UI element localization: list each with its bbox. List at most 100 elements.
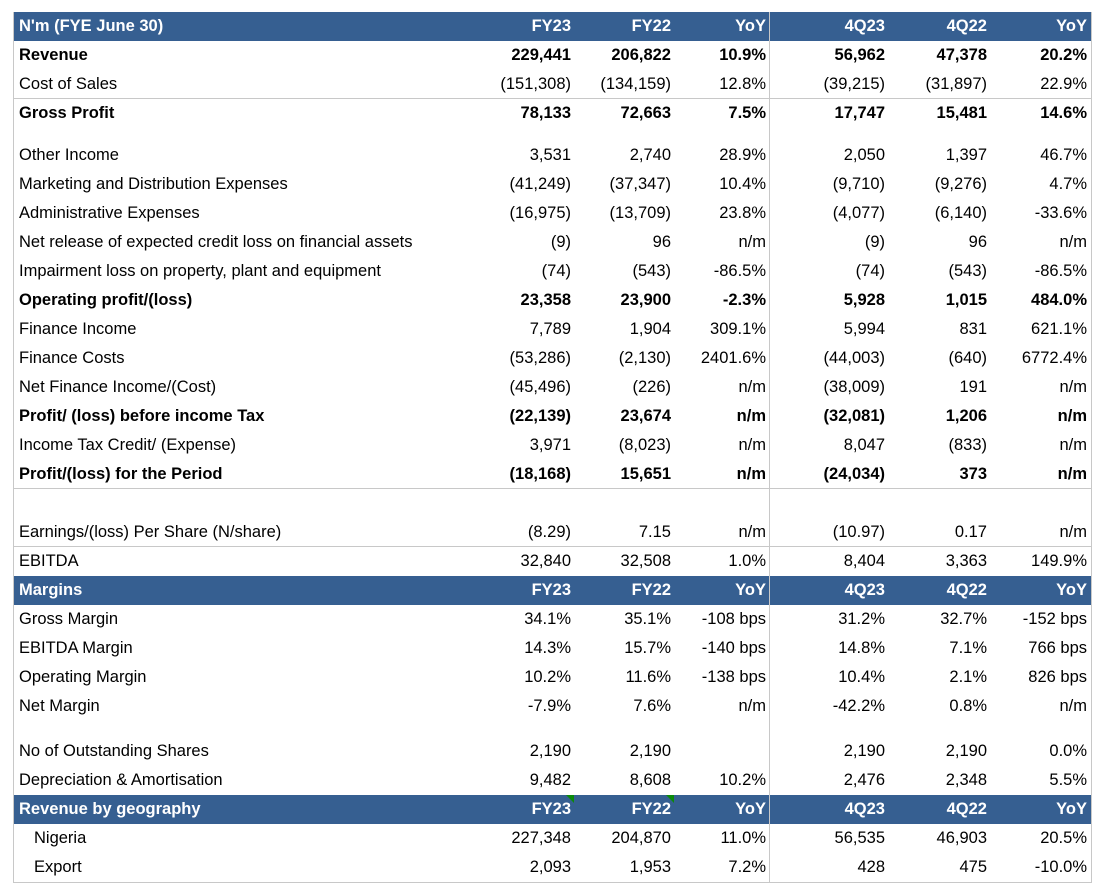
- cell-value: -152 bps: [1022, 610, 1087, 628]
- cell-value: 10.4%: [838, 668, 885, 686]
- column-header[interactable]: FY23: [474, 795, 574, 824]
- cell-value: 7.2%: [674, 853, 770, 882]
- cell-value: 3,531: [529, 146, 571, 164]
- column-header[interactable]: 4Q23: [844, 17, 885, 35]
- cell-value: 766 bps: [1028, 639, 1087, 657]
- cell-value: (32,081): [823, 407, 885, 425]
- comment-indicator-icon[interactable]: [566, 795, 574, 803]
- cell-value: 10.9%: [674, 41, 770, 70]
- cell-value: 20.2%: [1040, 46, 1087, 64]
- column-header[interactable]: YoY: [1056, 581, 1087, 599]
- cell-value: 831: [959, 320, 987, 338]
- cell-value: (31,897): [925, 74, 987, 93]
- cell-value: 56,535: [834, 829, 885, 847]
- column-header[interactable]: YoY: [1056, 800, 1087, 818]
- table-row: No of Outstanding Shares 2,190 2,190 2,190 2…: [14, 737, 1091, 766]
- cell-value: (226): [632, 378, 671, 396]
- row-label: Marketing and Distribution Expenses: [19, 175, 288, 193]
- cell-value: 22.9%: [1040, 74, 1087, 93]
- cell-value: (37,347): [609, 175, 671, 193]
- cell-value: n/m: [1057, 464, 1087, 483]
- cell-value: (2,130): [618, 349, 671, 367]
- cell-value: 1,397: [945, 146, 987, 164]
- cell-value: 1.0%: [674, 547, 770, 576]
- column-header[interactable]: 4Q22: [946, 800, 987, 818]
- column-divider: [769, 128, 770, 141]
- column-header[interactable]: YoY: [674, 576, 770, 605]
- cell-value: n/m: [1057, 407, 1087, 425]
- cell-value: 8,404: [843, 552, 885, 570]
- cell-value: 475: [959, 858, 987, 876]
- cell-value: 7.15: [638, 522, 671, 541]
- table-row: Profit/(loss) for the Period (18,168) 15,6…: [14, 460, 1091, 489]
- cell-value: (543): [948, 262, 987, 280]
- row-label: Operating Margin: [19, 668, 147, 686]
- cell-value: 23.8%: [674, 199, 770, 228]
- cell-value: 10.2%: [524, 668, 571, 686]
- cell-value: (22,139): [509, 407, 571, 425]
- column-header[interactable]: 4Q23: [844, 800, 885, 818]
- table-row: Profit/ (loss) before income Tax (22,139)…: [14, 402, 1091, 431]
- cell-value: 204,870: [611, 829, 671, 847]
- table-row: Gross Profit 78,133 72,663 7.5% 17,747 15,481…: [14, 99, 1091, 128]
- cell-value: (13,709): [609, 204, 671, 222]
- column-header[interactable]: FY23: [531, 581, 571, 599]
- table-row: Operating Margin 10.2% 11.6% -138 bps 10.4% 2…: [14, 663, 1091, 692]
- cell-value: 229,441: [511, 46, 571, 64]
- row-label: Operating profit/(loss): [19, 291, 193, 309]
- table-row: Operating profit/(loss) 23,358 23,900 -2.3%…: [14, 286, 1091, 315]
- row-label: Profit/(loss) for the Period: [19, 464, 223, 483]
- cell-value: 32.7%: [940, 610, 987, 628]
- spacer-row: [14, 489, 1091, 518]
- table-row: Export 2,093 1,953 7.2% 428 475 -10.0%: [14, 853, 1091, 882]
- cell-value: 12.8%: [674, 70, 770, 98]
- cell-value: -86.5%: [674, 257, 770, 286]
- cell-value: n/m: [1059, 522, 1087, 541]
- table-row: Administrative Expenses (16,975) (13,709) 2…: [14, 199, 1091, 228]
- cell-value: 10.4%: [674, 170, 770, 199]
- cell-value: 2,190: [843, 742, 885, 760]
- cell-value: 8,608: [629, 771, 671, 789]
- section-header: N'm (FYE June 30) FY23 FY22 YoY 4Q23 4Q22 YoY: [14, 12, 1091, 41]
- column-header[interactable]: FY22: [574, 795, 674, 824]
- cell-value: (134,159): [600, 74, 671, 93]
- spacer-row: [14, 128, 1091, 141]
- column-header[interactable]: 4Q22: [946, 17, 987, 35]
- cell-value: 621.1%: [1031, 320, 1087, 338]
- cell-value: 2,093: [529, 858, 571, 876]
- column-header[interactable]: FY22: [631, 581, 671, 599]
- cell-value: 35.1%: [624, 610, 671, 628]
- row-label: Earnings/(loss) Per Share (N/share): [19, 522, 282, 541]
- column-header[interactable]: 4Q22: [946, 581, 987, 599]
- cell-value: 1,904: [629, 320, 671, 338]
- cell-value: 7.6%: [633, 697, 671, 715]
- cell-value: 2,476: [843, 771, 885, 789]
- cell-value: 6772.4%: [1021, 349, 1087, 367]
- cell-value: (8,023): [618, 436, 671, 454]
- comment-indicator-icon[interactable]: [666, 795, 674, 803]
- cell-value: 32,840: [520, 552, 571, 570]
- cell-value: (9,276): [934, 175, 987, 193]
- cell-value: n/m: [674, 228, 770, 257]
- cell-value: 15.7%: [624, 639, 671, 657]
- cell-value: 14.8%: [838, 639, 885, 657]
- cell-value: 1,015: [945, 291, 987, 309]
- cell-value: (4,077): [832, 204, 885, 222]
- cell-value: 0.8%: [949, 697, 987, 715]
- cell-value: 15,651: [620, 464, 671, 483]
- column-header[interactable]: YoY: [674, 12, 770, 41]
- cell-value: (45,496): [509, 378, 571, 396]
- column-header[interactable]: 4Q23: [844, 581, 885, 599]
- cell-value: 23,674: [620, 407, 671, 425]
- column-header[interactable]: FY22: [631, 17, 671, 35]
- column-header[interactable]: YoY: [674, 795, 770, 824]
- column-header[interactable]: YoY: [1056, 17, 1087, 35]
- cell-value: 2,348: [945, 771, 987, 789]
- cell-value: -42.2%: [832, 697, 885, 715]
- column-header[interactable]: FY23: [531, 17, 571, 35]
- cell-value: n/m: [674, 402, 770, 431]
- cell-value: n/m: [1059, 697, 1087, 715]
- table-row: Cost of Sales (151,308) (134,159) 12.8% (39,…: [14, 70, 1091, 99]
- cell-value: (543): [632, 262, 671, 280]
- cell-value: 96: [968, 233, 987, 251]
